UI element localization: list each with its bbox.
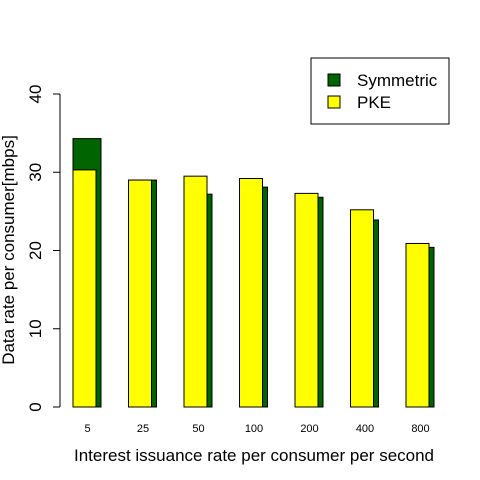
- bar-pke-5: [72, 169, 97, 408]
- x-tick-label: 200: [300, 423, 318, 435]
- y-tick-label: 20: [26, 241, 45, 260]
- y-axis: 0 10 20 30 40: [26, 85, 61, 412]
- bar-pke-50: [183, 175, 208, 408]
- y-tick-label: 10: [26, 319, 45, 338]
- legend-label-symmetric: Symmetric: [357, 71, 438, 90]
- legend-label-pke: PKE: [357, 93, 391, 112]
- bar-pke-100: [239, 178, 263, 408]
- x-tick-label: 400: [356, 423, 374, 435]
- legend-swatch-symmetric: [327, 73, 341, 87]
- bar-pke-200: [294, 192, 319, 408]
- x-tick-labels: 5 25 50 100 200 400 800: [84, 423, 429, 435]
- bar-pke-400: [350, 209, 374, 408]
- y-axis-label: Data rate per consumer[mbps]: [0, 135, 18, 365]
- legend-swatch-pke: [327, 95, 341, 109]
- x-axis-label: Interest issuance rate per consumer per …: [74, 446, 434, 465]
- x-tick-label: 5: [84, 423, 90, 435]
- y-tick-label: 30: [26, 163, 45, 182]
- legend: Symmetric PKE: [310, 57, 450, 125]
- x-tick-label: 50: [192, 423, 204, 435]
- legend-box: [310, 57, 450, 125]
- bar-pke-25: [128, 179, 152, 408]
- bar-pke-800: [405, 242, 430, 408]
- bars: [72, 138, 435, 408]
- y-tick-label: 40: [26, 85, 45, 104]
- x-tick-label: 25: [137, 423, 149, 435]
- y-tick-label: 0: [26, 402, 45, 411]
- x-tick-label: 100: [245, 423, 263, 435]
- x-tick-label: 800: [411, 423, 429, 435]
